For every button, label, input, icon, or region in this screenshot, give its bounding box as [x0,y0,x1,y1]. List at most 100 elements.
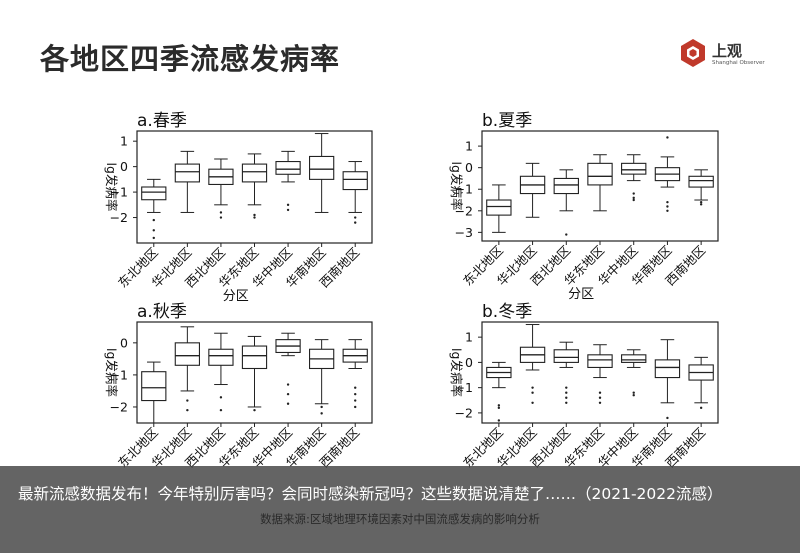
box-iqr [654,359,681,379]
box-iqr [621,354,647,363]
box-华南地区 [654,339,681,420]
logo-name: 上观 [712,42,743,60]
box-华东地区 [587,344,613,404]
box-华南地区 [309,339,335,415]
panel-title: a.秋季 [137,302,187,322]
box-华北地区 [174,326,200,412]
y-axis-label: lg发病率 [104,163,119,212]
box-华南地区 [309,133,335,213]
outlier-point [253,216,256,219]
outlier-point [565,396,568,399]
hexagon-logo-icon [681,39,705,67]
box-华北地区 [519,324,546,404]
box-西南地区 [688,169,714,206]
boxplot-panel-1: b.夏季10−1−2−3lg发病率东北地区华北地区西北地区华东地区华中地区华南地… [449,111,719,302]
logo-subtitle: Shanghai Observer [712,60,765,66]
box-华东地区 [587,154,613,212]
y-tick-label: −1 [110,185,128,200]
outlier-point [666,205,669,208]
box-华中地区 [275,150,301,212]
brand-logo[interactable]: 上观 Shanghai Observer [678,38,768,72]
outlier-point [354,392,357,396]
box-西北地区 [208,332,234,412]
outlier-point [598,401,602,404]
box-东北地区 [141,361,167,424]
box-华中地区 [621,154,647,202]
box-iqr [621,162,647,175]
box-东北地区 [141,178,167,240]
outlier-point [497,406,501,410]
outlier-point [286,208,290,212]
box-iqr [688,175,714,188]
outlier-point [219,211,223,214]
box-华中地区 [275,332,301,405]
box-华中地区 [621,349,647,397]
outlier-point [286,203,290,207]
x-axis-label: 分区 [223,289,249,304]
y-tick-label: −2 [455,405,473,420]
box-iqr [241,163,268,183]
y-tick-label: 1 [465,139,473,154]
outlier-point [186,399,189,402]
box-iqr [174,163,200,183]
box-西南地区 [688,356,714,410]
outlier-point [666,209,669,213]
box-华南地区 [654,136,681,213]
page-title: 各地区四季流感发病率 [40,42,341,76]
box-iqr [553,177,579,195]
outlier-point [632,198,635,202]
y-tick-label: −1 [110,367,128,382]
outlier-point [699,203,703,206]
y-tick-label: 0 [120,335,128,350]
box-iqr [486,199,512,216]
article-headline[interactable]: 最新流感数据发布！今年特别厉害吗？会同时感染新冠吗？这些数据说清楚了……（202… [18,485,723,503]
box-iqr [275,160,301,175]
box-西北地区 [553,341,579,404]
outlier-point [565,401,568,404]
box-iqr [241,345,268,370]
outlier-point [531,391,534,394]
y-axis-label: lg发病率 [104,348,119,397]
box-华北地区 [174,150,200,213]
box-iqr [553,349,579,363]
outlier-point [320,405,323,409]
outlier-point [320,412,323,415]
outlier-point [253,408,256,412]
box-iqr [208,348,234,366]
outlier-point [632,394,635,397]
y-tick-label: −1 [455,182,473,197]
box-iqr [174,342,200,366]
outlier-point [699,406,703,410]
outlier-point [531,401,534,404]
box-iqr [587,162,613,186]
y-tick-label: −1 [455,380,473,395]
box-iqr [309,155,335,180]
y-tick-label: 1 [120,134,128,149]
x-axis-label: 分区 [568,287,594,302]
box-华东地区 [241,153,268,219]
outlier-point [354,221,357,224]
y-tick-label: 0 [120,159,128,174]
outlier-point [632,192,635,195]
outlier-point [598,391,602,394]
boxplot-panel-2: a.秋季0−1−2lg发病率东北地区华北地区西北地区华东地区华中地区华南地区西南… [104,302,373,470]
outlier-point [632,196,635,200]
box-华东地区 [241,335,268,412]
panel-title: b.冬季 [482,302,532,322]
y-tick-label: −2 [455,203,473,218]
boxplot-panel-0: a.春季10−1−2lg发病率东北地区华北地区西北地区华东地区华中地区华南地区西… [104,111,373,304]
y-tick-label: −2 [110,210,128,225]
box-西北地区 [553,169,579,236]
outlier-point [219,396,223,399]
outlier-point [286,392,290,396]
outlier-point [152,229,155,232]
box-西南地区 [342,161,368,224]
outlier-point [286,383,290,386]
box-华北地区 [519,162,546,218]
y-axis-label: lg发病率 [449,162,464,211]
outlier-point [354,386,357,389]
box-iqr [342,171,368,191]
box-东北地区 [486,361,512,422]
box-iqr [141,371,167,402]
